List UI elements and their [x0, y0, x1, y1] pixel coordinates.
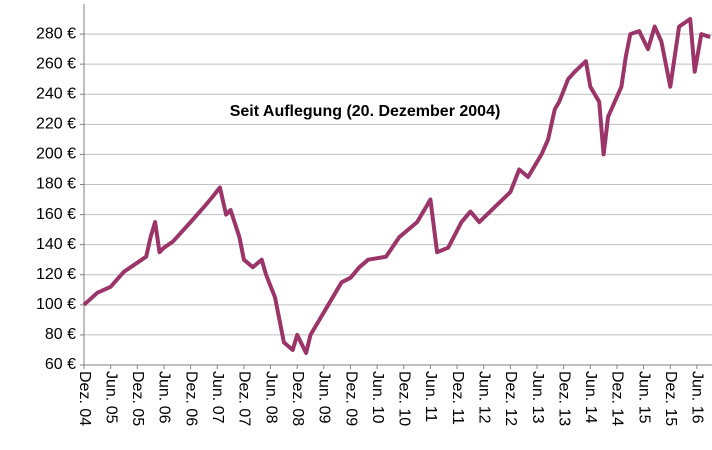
- x-tick-label: Jun. 13: [529, 371, 546, 424]
- y-tick-label: 120 €: [36, 266, 76, 283]
- x-tick-label: Dez. 04: [76, 371, 93, 426]
- line-series: [82, 17, 711, 355]
- y-tick-label: 80 €: [45, 326, 76, 343]
- y-tick-label: 240 €: [36, 85, 76, 102]
- x-tick-label: Dez. 05: [129, 371, 146, 426]
- x-tick-label: Dez. 08: [289, 371, 306, 426]
- x-tick-label: Jun. 15: [635, 371, 652, 424]
- x-tick-label: Dez. 14: [609, 371, 626, 426]
- x-tick-label: Dez. 09: [342, 371, 359, 426]
- x-tick-label: Dez. 10: [396, 371, 413, 426]
- y-tick-label: 100 €: [36, 296, 76, 313]
- x-tick-label: Jun. 06: [156, 371, 173, 424]
- y-tick-label: 200 €: [36, 146, 76, 163]
- x-tick-label: Jun. 12: [475, 371, 492, 424]
- x-tick-label: Dez. 06: [182, 371, 199, 426]
- grid: [84, 33, 712, 366]
- y-tick-label: 260 €: [36, 55, 76, 72]
- x-tick-label: Jun. 09: [316, 371, 333, 424]
- y-tick-label: 220 €: [36, 116, 76, 133]
- x-tick-label: Jun. 14: [582, 371, 599, 424]
- x-tick-label: Dez. 11: [449, 371, 466, 425]
- y-tick-label: 160 €: [36, 206, 76, 223]
- x-tick-label: Jun. 07: [209, 371, 226, 424]
- x-tick-label: Jun. 08: [262, 371, 279, 424]
- y-tick-label: 140 €: [36, 236, 76, 253]
- x-tick-label: Jun. 16: [689, 371, 706, 424]
- x-tick-label: Dez. 07: [236, 371, 253, 426]
- y-tick-label: 180 €: [36, 176, 76, 193]
- x-tick-label: Dez. 15: [662, 371, 679, 426]
- x-tick-label: Dez. 13: [555, 371, 572, 426]
- y-tick-label: 60 €: [45, 356, 76, 373]
- annotation: Seit Auflegung (20. Dezember 2004): [230, 103, 501, 120]
- x-tick-label: Jun. 11: [422, 371, 439, 422]
- x-tick-label: Jun. 05: [102, 371, 119, 424]
- y-tick-label: 280 €: [36, 25, 76, 42]
- x-tick-label: Dez. 12: [502, 371, 519, 426]
- x-tick-label: Jun. 10: [369, 371, 386, 424]
